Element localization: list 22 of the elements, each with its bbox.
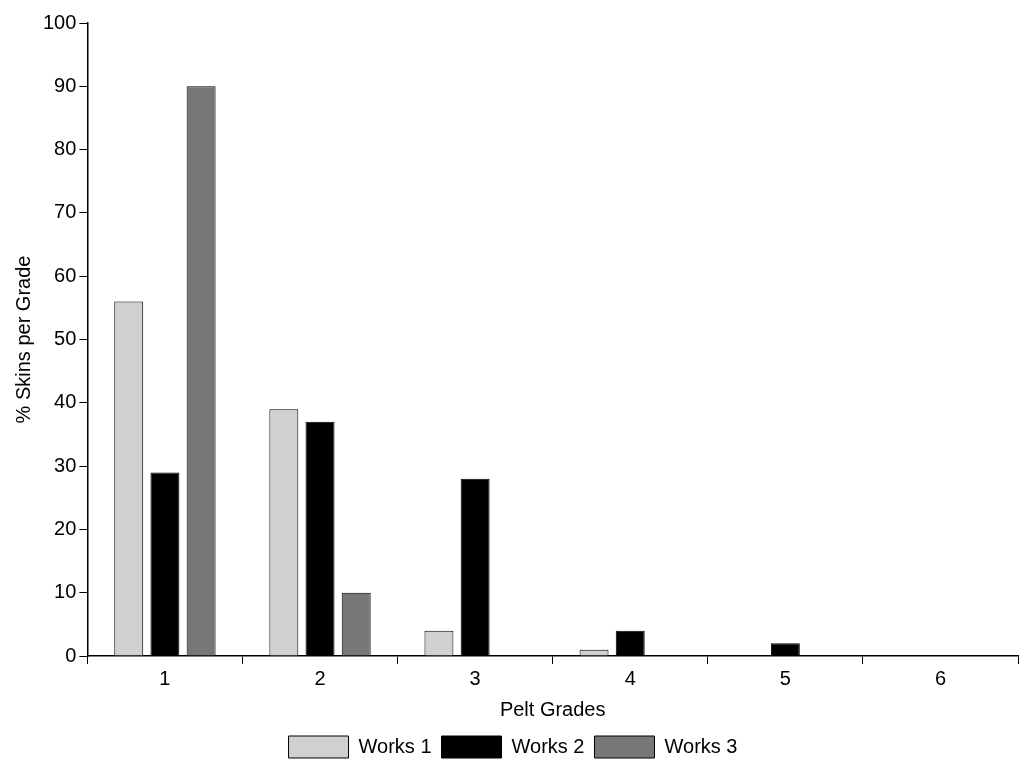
legend-label: Works 2 <box>511 734 585 757</box>
y-tick-label: 30 <box>54 453 77 476</box>
x-tick-label: 5 <box>779 666 791 689</box>
y-tick-label: 60 <box>54 263 77 286</box>
y-tick-label: 20 <box>54 516 77 539</box>
x-tick-label: 6 <box>934 666 947 689</box>
x-tick-label: 1 <box>159 666 171 689</box>
x-tick-label: 3 <box>469 666 481 689</box>
y-axis-title: % Skins per Grade <box>11 255 34 424</box>
y-tick-label: 10 <box>54 580 77 603</box>
y-tick-label: 100 <box>42 10 77 33</box>
y-tick-label: 80 <box>54 137 77 160</box>
x-tick-label: 4 <box>624 666 636 689</box>
y-tick-label: 0 <box>65 643 77 666</box>
x-axis-title: Pelt Grades <box>499 697 606 720</box>
legend-label: Works 1 <box>358 734 432 757</box>
y-tick-label: 90 <box>54 73 77 96</box>
y-tick-label: 50 <box>54 327 77 350</box>
x-tick-label: 2 <box>314 666 326 689</box>
legend-label: Works 3 <box>664 734 738 757</box>
y-tick-label: 70 <box>54 200 77 223</box>
y-tick-label: 40 <box>54 390 77 413</box>
